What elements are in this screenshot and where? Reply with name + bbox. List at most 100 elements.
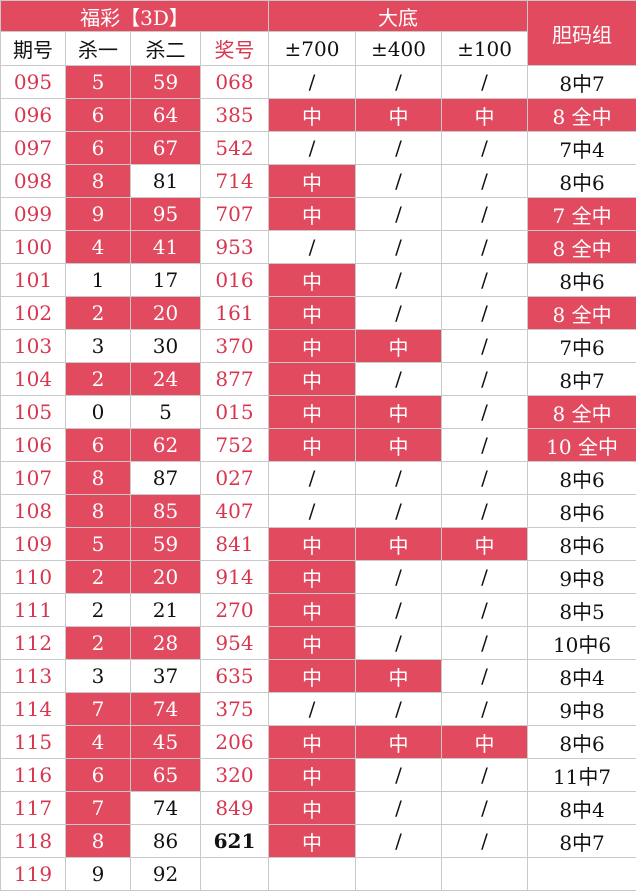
cell-d700: 中 xyxy=(268,659,357,693)
cell-d400: / xyxy=(355,263,443,297)
cell-d700: 中 xyxy=(268,197,357,231)
cell-period: 116 xyxy=(0,758,66,792)
cell-d400: / xyxy=(355,824,443,858)
cell-kill2: 20 xyxy=(130,296,201,330)
cell-d100: 中 xyxy=(441,98,529,132)
cell-d700: 中 xyxy=(268,362,357,396)
col-prize: 奖号 xyxy=(199,31,270,66)
cell-prize: 407 xyxy=(199,494,270,528)
cell-kill2: 41 xyxy=(130,230,201,264)
cell-d700: 中 xyxy=(268,329,357,363)
cell-d100: / xyxy=(441,758,529,792)
cell-d700: 中 xyxy=(268,560,357,594)
cell-period: 108 xyxy=(0,494,66,528)
cell-kill2: 64 xyxy=(130,98,201,132)
cell-kill2: 92 xyxy=(130,857,201,891)
cell-prize: 841 xyxy=(199,527,270,561)
cell-danma: 8中7 xyxy=(527,362,636,396)
cell-period: 099 xyxy=(0,197,66,231)
cell-d400 xyxy=(355,857,443,891)
cell-d400: 中 xyxy=(355,527,443,561)
table-row: 110 2 20 914 中 //9中8 xyxy=(0,560,636,594)
cell-prize: 621 xyxy=(199,824,270,858)
cell-prize: 206 xyxy=(199,725,270,759)
cell-period: 105 xyxy=(0,395,66,429)
cell-kill2: 65 xyxy=(130,758,201,792)
cell-d700 xyxy=(268,857,357,891)
table-row: 119 9 92 xyxy=(0,857,636,891)
cell-prize: 375 xyxy=(199,692,270,726)
cell-d100: / xyxy=(441,494,529,528)
cell-d100: / xyxy=(441,362,529,396)
col-kill2: 杀二 xyxy=(130,31,201,66)
cell-prize: 542 xyxy=(199,131,270,165)
cell-danma: 9中8 xyxy=(527,692,636,726)
cell-d100 xyxy=(441,857,529,891)
header-lottery: 福彩【3D】 xyxy=(0,0,270,32)
cell-danma: 10 全中 xyxy=(527,428,636,462)
cell-prize: 068 xyxy=(199,65,270,99)
cell-danma: 7中4 xyxy=(527,131,636,165)
cell-period: 101 xyxy=(0,263,66,297)
cell-danma: 7 全中 xyxy=(527,197,636,231)
cell-period: 119 xyxy=(0,857,66,891)
table-row: 097 6 67 542///7中4 xyxy=(0,131,636,165)
cell-kill1: 7 xyxy=(65,791,131,825)
cell-kill2: 30 xyxy=(130,329,201,363)
cell-d400: 中 xyxy=(355,725,443,759)
cell-d100: / xyxy=(441,560,529,594)
cell-danma: 8中4 xyxy=(527,659,636,693)
cell-d400: / xyxy=(355,791,443,825)
cell-d100: / xyxy=(441,329,529,363)
cell-d400: 中 xyxy=(355,428,443,462)
cell-period: 103 xyxy=(0,329,66,363)
col-kill1: 杀一 xyxy=(65,31,131,66)
cell-d700: / xyxy=(268,230,357,264)
cell-prize: 370 xyxy=(199,329,270,363)
header-dadi: 大底 xyxy=(268,0,529,32)
cell-kill2: 95 xyxy=(130,197,201,231)
cell-d100: / xyxy=(441,296,529,330)
table-row: 101 1 17 016 中 //8中6 xyxy=(0,263,636,297)
table-row: 096 6 64 385 中中中 8 全中 xyxy=(0,98,636,132)
cell-prize xyxy=(199,857,270,891)
cell-kill2: 86 xyxy=(130,824,201,858)
cell-period: 117 xyxy=(0,791,66,825)
cell-d100: / xyxy=(441,131,529,165)
cell-d400: 中 xyxy=(355,659,443,693)
cell-d700: 中 xyxy=(268,98,357,132)
table-row: 114 7 74 375///9中8 xyxy=(0,692,636,726)
cell-d700: / xyxy=(268,131,357,165)
cell-d100: / xyxy=(441,461,529,495)
cell-d700: 中 xyxy=(268,725,357,759)
cell-prize: 320 xyxy=(199,758,270,792)
cell-d700: 中 xyxy=(268,395,357,429)
table-row: 111 2 21 270 中 //8中5 xyxy=(0,593,636,627)
cell-d100: / xyxy=(441,65,529,99)
cell-period: 106 xyxy=(0,428,66,462)
cell-danma: 9中8 xyxy=(527,560,636,594)
cell-kill1: 5 xyxy=(65,527,131,561)
cell-d400: / xyxy=(355,692,443,726)
cell-d400: / xyxy=(355,494,443,528)
cell-kill2: 28 xyxy=(130,626,201,660)
table-row: 098 8 81 714 中 //8中6 xyxy=(0,164,636,198)
cell-kill1: 6 xyxy=(65,131,131,165)
cell-d700: 中 xyxy=(268,527,357,561)
cell-prize: 161 xyxy=(199,296,270,330)
cell-kill1: 6 xyxy=(65,758,131,792)
cell-d700: 中 xyxy=(268,296,357,330)
cell-d400: 中 xyxy=(355,395,443,429)
cell-kill2: 59 xyxy=(130,65,201,99)
table-row: 109 5 59 841 中中中 8中6 xyxy=(0,527,636,561)
cell-danma: 8中6 xyxy=(527,164,636,198)
cell-prize: 016 xyxy=(199,263,270,297)
cell-danma: 7中6 xyxy=(527,329,636,363)
cell-d700: 中 xyxy=(268,593,357,627)
cell-d400: / xyxy=(355,197,443,231)
cell-d700: / xyxy=(268,494,357,528)
cell-prize: 953 xyxy=(199,230,270,264)
cell-kill2: 74 xyxy=(130,791,201,825)
cell-danma: 8中6 xyxy=(527,527,636,561)
